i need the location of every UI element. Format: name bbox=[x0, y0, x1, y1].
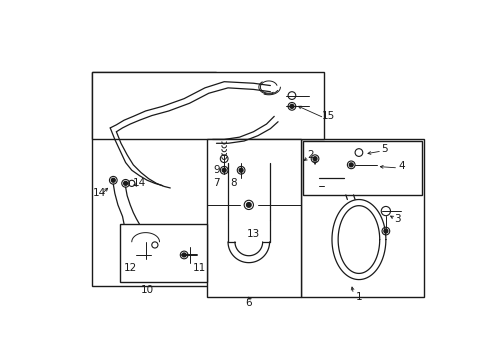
Text: 13: 13 bbox=[247, 229, 260, 239]
Bar bbox=[303, 141, 422, 195]
Text: 12: 12 bbox=[123, 263, 137, 273]
Circle shape bbox=[239, 168, 243, 172]
Text: 8: 8 bbox=[230, 178, 237, 188]
Circle shape bbox=[290, 104, 294, 108]
Text: 11: 11 bbox=[193, 263, 206, 273]
Circle shape bbox=[246, 203, 251, 207]
Circle shape bbox=[123, 181, 127, 185]
Circle shape bbox=[111, 178, 115, 182]
Bar bbox=[92, 72, 217, 286]
Text: 7: 7 bbox=[213, 178, 220, 188]
Circle shape bbox=[349, 163, 353, 167]
Text: 2: 2 bbox=[307, 150, 314, 160]
Text: 3: 3 bbox=[394, 214, 401, 224]
Bar bbox=[92, 72, 324, 139]
Text: 5: 5 bbox=[381, 144, 388, 154]
Text: 9: 9 bbox=[213, 165, 220, 175]
Circle shape bbox=[222, 168, 226, 172]
Text: 1: 1 bbox=[356, 292, 362, 302]
Bar bbox=[207, 139, 301, 297]
Bar bbox=[301, 139, 424, 297]
Text: 14: 14 bbox=[93, 188, 106, 198]
Text: 4: 4 bbox=[398, 161, 405, 171]
Circle shape bbox=[384, 229, 388, 233]
Text: 6: 6 bbox=[245, 298, 252, 309]
Text: 15: 15 bbox=[321, 111, 335, 121]
Circle shape bbox=[313, 157, 317, 161]
Text: 10: 10 bbox=[141, 285, 154, 294]
Text: 14: 14 bbox=[133, 178, 146, 188]
Circle shape bbox=[182, 253, 186, 257]
Bar bbox=[120, 224, 207, 282]
